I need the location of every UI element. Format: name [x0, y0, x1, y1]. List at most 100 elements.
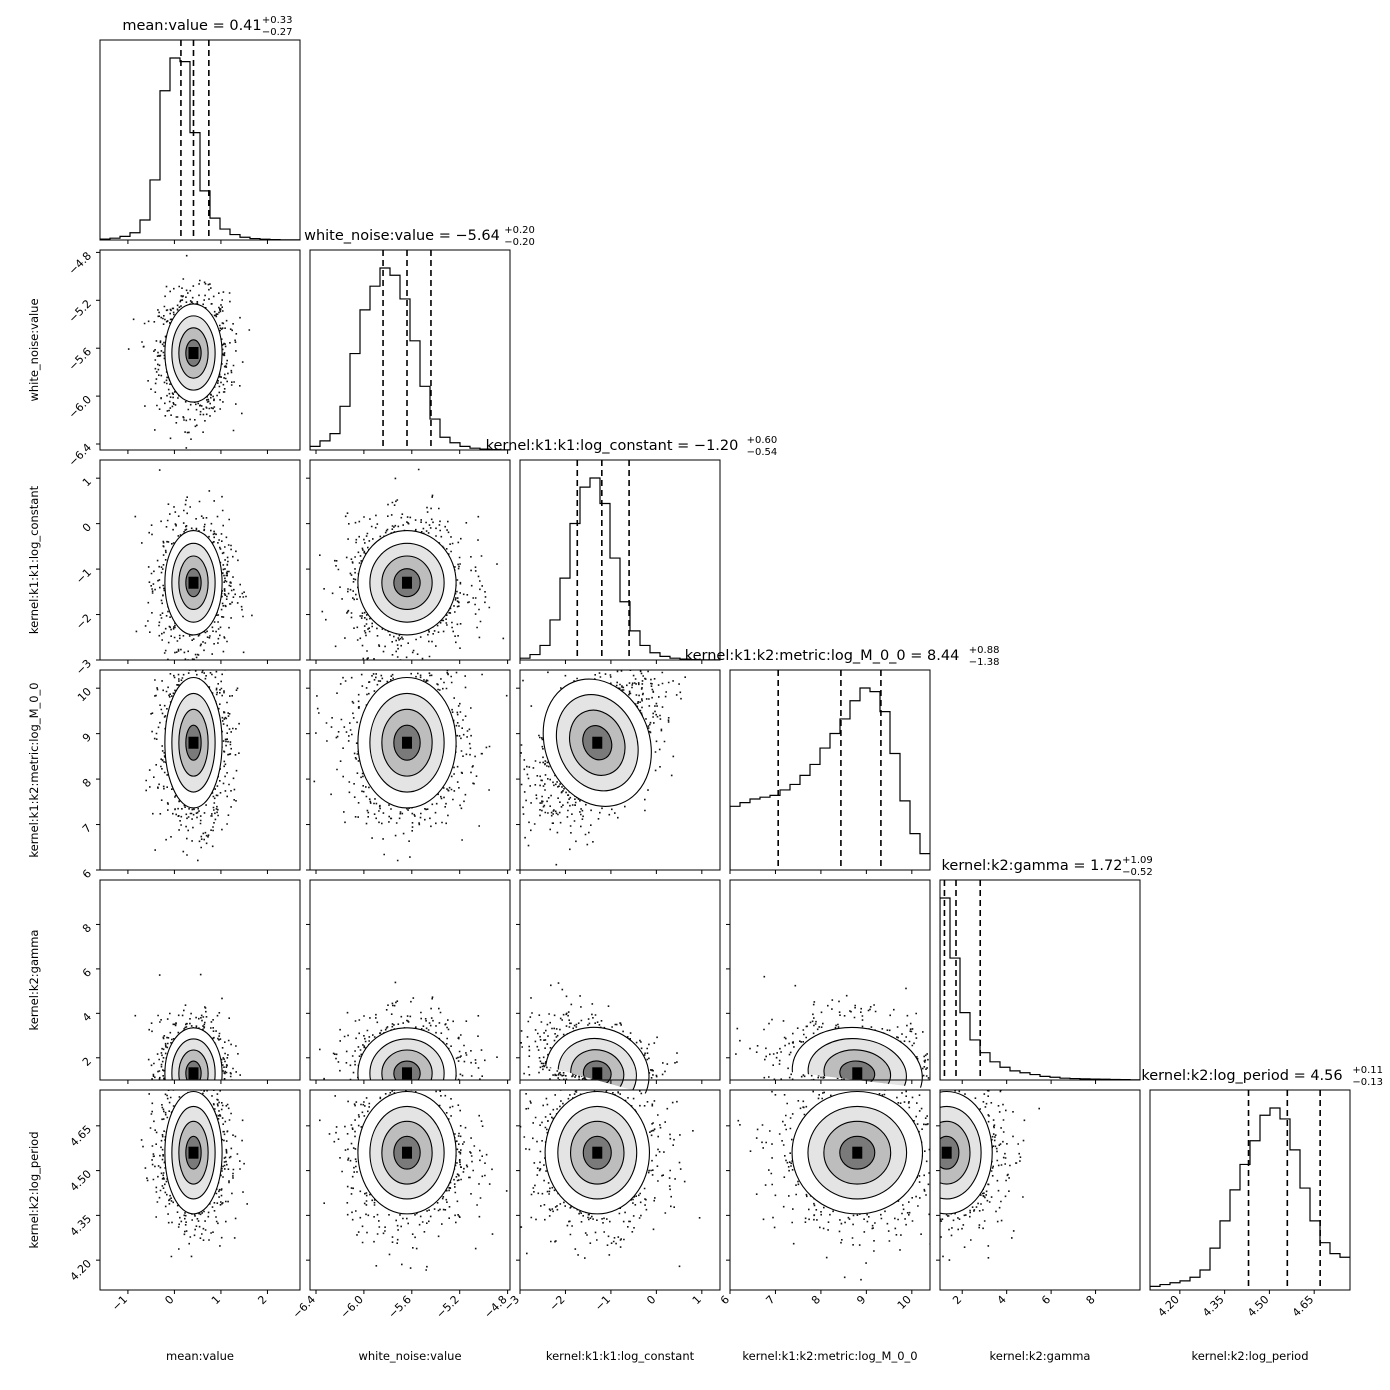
title-plus: +0.33: [262, 15, 293, 26]
scatter-panel-5-4: 2 4 6 8: [936, 1089, 1141, 1307]
x-tick-label: 7: [763, 1293, 777, 1307]
title-minus: −0.20: [504, 237, 535, 248]
panel-frame: [519, 1089, 721, 1291]
density-peak: [852, 1146, 863, 1159]
x-tick-label: −5.6: [386, 1293, 414, 1321]
panel-frame: [729, 1089, 931, 1291]
y-tick-label: 8: [80, 776, 94, 790]
y-axis-label: kernel:k2:log_period: [27, 1131, 41, 1248]
y-axis-label: kernel:k2:gamma: [27, 930, 41, 1031]
y-axis-label: kernel:k1:k2:metric:log_M_0_0: [27, 682, 41, 857]
x-tick-label: −2: [547, 1293, 568, 1314]
y-tick-label: 4: [80, 1010, 94, 1024]
y-axis-label: kernel:k1:k1:log_constant: [27, 485, 41, 634]
sample-dots: [127, 254, 251, 449]
hist-panel-2: kernel:k1:k1:log_constant = −1.20 +0.60−0…: [486, 435, 778, 664]
x-tick-label: −6.4: [290, 1293, 318, 1321]
y-tick-label: −5.2: [66, 297, 94, 325]
density-peak: [188, 1067, 199, 1080]
sample-dots: [134, 973, 241, 1080]
panel-frame: [99, 879, 301, 1081]
scatter-points: [134, 973, 241, 1080]
density-peak: [188, 736, 199, 749]
hist-panel-1: white_noise:value = −5.64 +0.20−0.20: [304, 225, 535, 454]
panel-frame: [309, 669, 511, 871]
y-tick-label: 4.50: [68, 1168, 95, 1195]
y-axis-label: white_noise:value: [27, 298, 41, 401]
title-plus: +0.88: [969, 645, 1000, 656]
histogram-title: kernel:k1:k2:metric:log_M_0_0 = 8.44: [685, 648, 960, 664]
title-minus: −0.27: [262, 27, 293, 38]
panel-frame: [519, 879, 721, 1081]
y-tick-label: 2: [80, 1055, 94, 1069]
panel-frame: [939, 879, 1141, 1081]
x-tick-label: 1: [209, 1293, 223, 1307]
panel-frame: [99, 39, 301, 241]
y-tick-label: 8: [80, 921, 94, 935]
y-tick-label: 4.35: [68, 1212, 95, 1239]
y-tick-label: −4.8: [66, 249, 94, 277]
panel-frame: [99, 669, 301, 871]
y-tick-label: −6.0: [66, 393, 94, 421]
hist-panel-5: kernel:k2:log_period = 4.56 +0.11−0.13 4.2…: [1141, 1065, 1383, 1319]
panel-frame: [309, 249, 511, 451]
panel-frame: [309, 1089, 511, 1291]
density-peak: [188, 576, 199, 589]
x-tick-label: 10: [895, 1293, 914, 1312]
panel-frame: [519, 669, 721, 871]
scatter-panel-4-1: [306, 879, 511, 1084]
histogram-line: [730, 687, 930, 870]
histogram-title: mean:value = 0.41: [122, 18, 261, 34]
scatter-panel-1-0: −6.4 −6.0 −5.6 −5.2 −4.8: [66, 249, 301, 469]
y-tick-label: 4.65: [68, 1123, 95, 1150]
x-tick-label: 4.50: [1245, 1293, 1272, 1320]
density-peak: [852, 1067, 863, 1080]
x-tick-label: 2: [950, 1293, 964, 1307]
density-peak: [402, 736, 413, 749]
title-minus: −0.13: [1352, 1077, 1383, 1088]
title-plus: +0.60: [747, 435, 778, 446]
y-tick-label: 10: [75, 685, 94, 704]
scatter-points: [140, 1090, 248, 1258]
panel-frame: [729, 669, 931, 871]
panel-frame: [99, 1089, 301, 1291]
panel-frame: [519, 459, 721, 661]
x-tick-label: 8: [809, 1293, 823, 1307]
y-tick-label: 6: [80, 966, 94, 980]
y-tick-label: −5.6: [66, 345, 94, 373]
x-tick-label: 9: [854, 1293, 868, 1307]
x-axis-label: white_noise:value: [358, 1349, 461, 1363]
scatter-panel-3-1: [306, 669, 511, 874]
density-peak: [941, 1146, 952, 1159]
histogram-title: white_noise:value = −5.64: [304, 228, 500, 244]
panel-frame: [309, 459, 511, 661]
y-tick-label: 1: [80, 475, 94, 489]
histogram-title: kernel:k1:k1:log_constant = −1.20: [486, 438, 739, 454]
histogram-title: kernel:k2:log_period = 4.56: [1141, 1068, 1342, 1084]
scatter-panel-2-0: −3 −2 −1 0 1: [73, 459, 301, 678]
x-tick-label: 0: [644, 1293, 658, 1307]
histogram-line: [100, 57, 300, 240]
x-tick-label: 0: [162, 1293, 176, 1307]
x-tick-label: 4.20: [1155, 1293, 1182, 1320]
density-peak: [188, 1146, 199, 1159]
x-tick-label: 4.65: [1290, 1293, 1317, 1320]
panel-frame: [1149, 1089, 1351, 1291]
x-tick-label: 1: [690, 1293, 704, 1307]
title-minus: −0.54: [747, 447, 778, 458]
panel-frame: [309, 879, 511, 1081]
title-plus: +0.20: [504, 225, 535, 236]
y-tick-label: −6.4: [66, 441, 94, 469]
x-tick-label: 4.35: [1200, 1293, 1227, 1320]
title-plus: +1.09: [1122, 855, 1153, 866]
histogram-line: [1150, 1107, 1350, 1290]
x-axis-label: kernel:k1:k2:metric:log_M_0_0: [742, 1349, 917, 1363]
scatter-panel-5-3: 6 7 8 9 10: [718, 1089, 931, 1312]
density-peak: [592, 736, 603, 749]
y-tick-label: 4.20: [68, 1257, 95, 1284]
scatter-points: [127, 254, 251, 449]
histogram-title: kernel:k2:gamma = 1.72: [942, 858, 1123, 874]
x-tick-label: −1: [592, 1293, 613, 1314]
x-axis-label: kernel:k2:log_period: [1191, 1349, 1308, 1363]
density-peak: [402, 1146, 413, 1159]
